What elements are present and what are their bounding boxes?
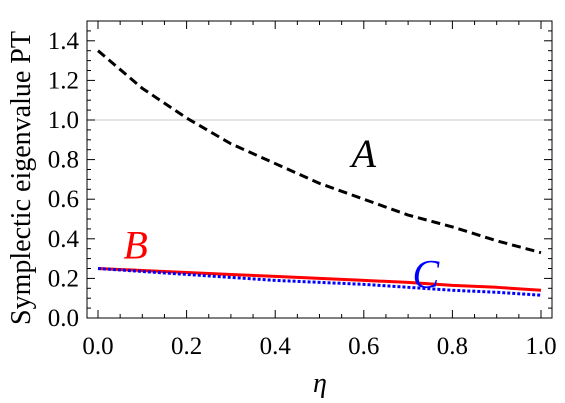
- y-tick-label: 0.0: [48, 305, 79, 332]
- x-tick-label: 1.0: [525, 333, 556, 360]
- y-tick-label: 0.8: [48, 147, 79, 174]
- series-line-a: [97, 49, 542, 255]
- x-tick-label: 0.4: [260, 333, 292, 360]
- curve-label-a: A: [349, 131, 377, 176]
- curve-label-layer: A B C: [123, 131, 440, 296]
- curve-label-c: C: [412, 251, 440, 296]
- y-tick-label: 0.6: [48, 186, 79, 213]
- y-tick-label: 1.4: [48, 28, 80, 55]
- y-tick-label: 0.4: [48, 226, 80, 253]
- series-line-c: [97, 267, 542, 297]
- series-line-b: [97, 267, 542, 292]
- x-tick-label: 0.2: [171, 333, 202, 360]
- curve-label-b: B: [123, 222, 147, 267]
- series-layer: [97, 49, 542, 297]
- y-tick-label: 1.0: [48, 107, 79, 134]
- y-tick-label: 0.2: [48, 265, 79, 292]
- x-tick-label: 0.0: [82, 333, 113, 360]
- y-tick-label: 1.2: [48, 67, 79, 94]
- y-axis-title: Symplectic eigenvalue PT: [6, 31, 37, 325]
- tick-label-layer: 0.0 0.2 0.4 0.6 0.8 1.0 0.0 0.2 0.4 0.6 0.8 1.0 1.2 1…: [48, 28, 557, 360]
- x-tick-label: 0.8: [437, 333, 468, 360]
- x-tick-label: 0.6: [348, 333, 379, 360]
- x-axis-title: η: [313, 368, 327, 399]
- tick-layer: [87, 20, 552, 319]
